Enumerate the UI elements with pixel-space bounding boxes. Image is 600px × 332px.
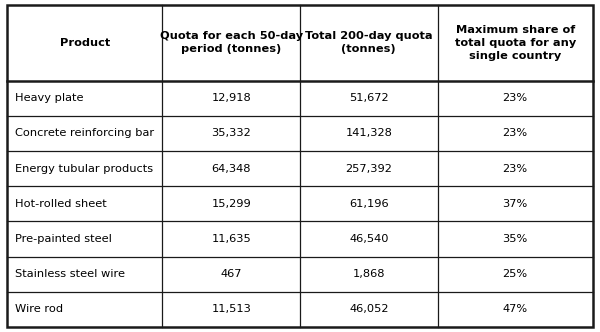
Text: 46,540: 46,540 [349, 234, 389, 244]
Text: 15,299: 15,299 [211, 199, 251, 209]
Text: 37%: 37% [503, 199, 528, 209]
Text: Energy tubular products: Energy tubular products [15, 164, 153, 174]
Text: Maximum share of
total quota for any
single country: Maximum share of total quota for any sin… [455, 25, 576, 61]
Text: 51,672: 51,672 [349, 93, 389, 103]
Text: 25%: 25% [503, 269, 528, 279]
Text: Wire rod: Wire rod [15, 304, 63, 314]
Text: Quota for each 50-day
period (tonnes): Quota for each 50-day period (tonnes) [160, 32, 303, 54]
Text: 141,328: 141,328 [346, 128, 392, 138]
Text: Concrete reinforcing bar: Concrete reinforcing bar [15, 128, 154, 138]
Text: Total 200-day quota
(tonnes): Total 200-day quota (tonnes) [305, 32, 433, 54]
Text: 23%: 23% [503, 128, 528, 138]
Text: 61,196: 61,196 [349, 199, 389, 209]
Text: 12,918: 12,918 [211, 93, 251, 103]
Text: Hot-rolled sheet: Hot-rolled sheet [15, 199, 107, 209]
Text: 35,332: 35,332 [211, 128, 251, 138]
Text: 23%: 23% [503, 164, 528, 174]
Text: Pre-painted steel: Pre-painted steel [15, 234, 112, 244]
Text: 35%: 35% [503, 234, 528, 244]
Text: 64,348: 64,348 [211, 164, 251, 174]
Text: 11,513: 11,513 [211, 304, 251, 314]
Text: 467: 467 [220, 269, 242, 279]
Text: 1,868: 1,868 [353, 269, 385, 279]
Text: 46,052: 46,052 [349, 304, 389, 314]
Text: Product: Product [59, 38, 110, 48]
Text: Stainless steel wire: Stainless steel wire [15, 269, 125, 279]
Text: 257,392: 257,392 [346, 164, 392, 174]
Text: 11,635: 11,635 [211, 234, 251, 244]
Text: 23%: 23% [503, 93, 528, 103]
Text: 47%: 47% [503, 304, 528, 314]
Text: Heavy plate: Heavy plate [15, 93, 83, 103]
